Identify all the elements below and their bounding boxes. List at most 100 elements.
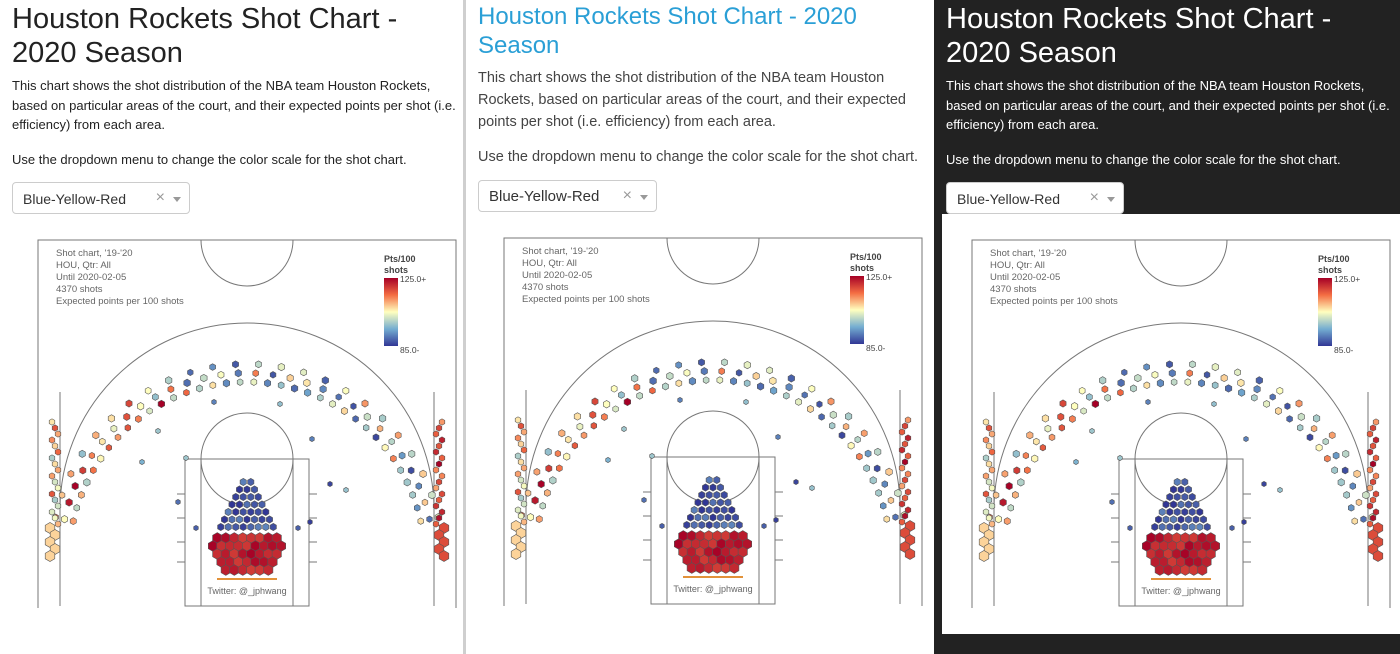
shot-hex (1181, 493, 1189, 501)
shot-hex (438, 418, 446, 426)
chevron-down-icon[interactable] (640, 195, 648, 200)
shot-hex (898, 500, 906, 508)
shot-hex (234, 369, 242, 378)
shot-hex (303, 378, 311, 387)
colorbar-title-unit: shots (1318, 265, 1342, 275)
shot-hex (1322, 438, 1329, 446)
shot-hex (988, 466, 996, 474)
shot-hex (816, 400, 823, 408)
color-scale-dropdown[interactable]: Blue-Yellow-Red × (478, 180, 657, 212)
shot-hex (1274, 407, 1282, 415)
shot-hex (985, 424, 993, 432)
shot-hex (258, 500, 266, 509)
shot-hex (54, 466, 62, 474)
shot-hex (1369, 460, 1377, 468)
shot-hex (307, 519, 313, 525)
shot-hex (1101, 385, 1109, 394)
shot-hex (51, 478, 59, 486)
shot-hex (78, 449, 86, 458)
colorbar-max-label: 125.0+ (1334, 274, 1360, 284)
clear-icon[interactable]: × (1089, 189, 1099, 206)
shot-hex (1071, 402, 1079, 411)
shot-hex (510, 548, 522, 560)
shot-hex (125, 399, 133, 408)
color-scale-dropdown[interactable]: Blue-Yellow-Red × (946, 182, 1124, 214)
shot-hex (327, 481, 333, 487)
shot-hex (573, 412, 581, 421)
clear-icon[interactable]: × (155, 189, 165, 206)
shot-hex (232, 523, 240, 531)
shot-hex (236, 500, 243, 509)
shot-hex (735, 521, 743, 529)
shot-hex (264, 379, 271, 388)
shot-hex (576, 422, 584, 431)
shot-hex (1366, 520, 1374, 528)
shot-hex (666, 371, 674, 381)
shot-hex (183, 378, 191, 387)
shot-hex (649, 453, 655, 459)
chart-credit: Twitter: @_jphwang (1141, 586, 1220, 596)
shot-hex (1170, 515, 1177, 524)
shot-hex (785, 383, 793, 392)
shot-hex (290, 384, 299, 393)
chart-info-line: Expected points per 100 shots (56, 296, 184, 307)
shot-hex (702, 376, 710, 384)
shot-hex (873, 464, 881, 473)
shot-hex (1143, 363, 1150, 371)
shot-hex (818, 413, 825, 421)
clear-icon[interactable]: × (622, 187, 632, 204)
shot-hex (83, 478, 91, 487)
shot-hex (243, 515, 251, 524)
chevron-down-icon[interactable] (1107, 197, 1115, 202)
shot-chart: Shot chart, '19-'20 HOU, Qtr: All Until 20… (496, 230, 930, 611)
shot-hex (438, 508, 446, 516)
shot-hex (144, 386, 152, 395)
chart-info-line: Until 2020-02-05 (990, 272, 1060, 283)
chevron-down-icon[interactable] (173, 197, 181, 202)
shot-hex (982, 418, 990, 426)
shot-hex (709, 498, 717, 507)
color-scale-dropdown[interactable]: Blue-Yellow-Red × (12, 182, 190, 214)
shot-hex (728, 506, 736, 514)
shot-hex (254, 493, 262, 501)
shot-hex (1286, 415, 1293, 423)
shot-hex (698, 506, 706, 514)
shot-hexes (510, 358, 916, 574)
shot-hex (71, 482, 79, 491)
shot-hex (603, 400, 611, 409)
shot-hex (904, 506, 912, 514)
description: This chart shows the shot distribution o… (478, 70, 906, 130)
shot-hex (829, 410, 837, 419)
shot-hex (649, 386, 656, 395)
shot-hex (883, 515, 890, 523)
shot-hex (543, 489, 551, 497)
shot-hex (683, 521, 691, 529)
shot-hex (1089, 428, 1095, 434)
shot-hex (51, 424, 59, 432)
shot-hex (48, 454, 56, 462)
shot-hex (1001, 470, 1009, 478)
page-title: Houston Rockets Shot Chart - 2020 Season (478, 3, 857, 59)
shot-hex (591, 397, 599, 406)
shot-hex (1166, 508, 1174, 516)
shot-hex (97, 454, 105, 463)
shot-hexes (44, 360, 450, 576)
colorbar-max-label: 125.0+ (866, 272, 892, 282)
shot-hex (247, 508, 255, 516)
shot-hex (982, 508, 990, 516)
shot-hex (239, 493, 247, 501)
shot-hex (398, 451, 406, 460)
shot-hex (698, 358, 705, 367)
shot-hex (217, 370, 225, 379)
shot-hex (514, 506, 522, 514)
shot-hex (363, 412, 371, 421)
shot-hex (761, 523, 767, 529)
dropdown-hint: Use the dropdown menu to change the colo… (946, 152, 1341, 167)
shot-hex (123, 412, 131, 421)
shot-hex (1369, 496, 1377, 504)
shot-hex (520, 482, 528, 490)
shot-hex (589, 410, 597, 419)
shot-hex (1253, 385, 1261, 394)
shot-hex (773, 517, 779, 523)
shot-hex (549, 476, 557, 485)
